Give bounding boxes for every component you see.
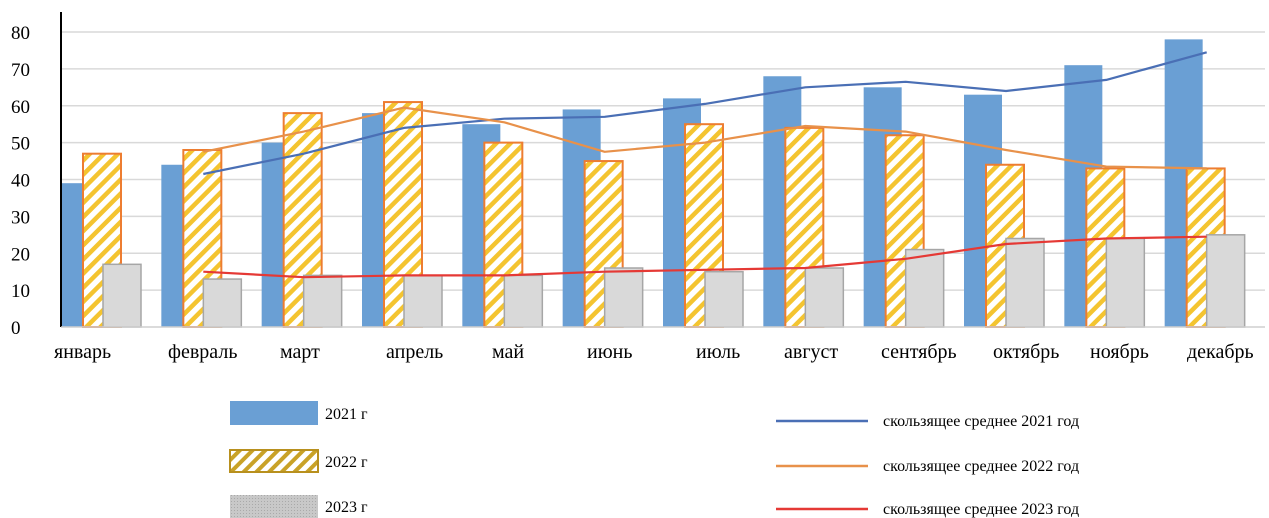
bar-2023 [904, 248, 945, 328]
y-tick-label: 30 [11, 207, 30, 228]
legend-label-2021: 2021 г [325, 406, 368, 423]
moving-average-line-2023 [203, 235, 1207, 279]
legend-label-ma-2022: скользящее среднее 2022 год [883, 458, 1079, 475]
legend-swatch-2022 [229, 449, 319, 473]
bar-2023 [503, 274, 544, 328]
y-tick-label: 80 [11, 23, 30, 44]
bar-2023 [1105, 237, 1146, 328]
bar-2023 [403, 274, 443, 328]
category-labels: январь февраль март апрель май июнь июль август… [54, 341, 1254, 363]
category-label: ноябрь [1090, 341, 1149, 363]
moving-average-lines [203, 51, 1207, 279]
bar-2023 [704, 270, 744, 328]
bar-2023 [804, 267, 845, 328]
bars [61, 39, 1246, 328]
category-label: апрель [386, 341, 443, 363]
category-label: октябрь [993, 341, 1059, 363]
bar-2023 [1205, 234, 1246, 328]
bar-2023 [1005, 237, 1045, 328]
legend-swatch-2021 [230, 401, 318, 425]
bar-2023 [302, 274, 343, 328]
legend-label-ma-2021: скользящее среднее 2021 год [883, 413, 1079, 430]
legend-label-2023: 2023 г [325, 499, 368, 516]
y-tick-label: 0 [11, 318, 21, 339]
legend-label-ma-2023: скользящее среднее 2023 год [883, 501, 1079, 518]
bar-2023 [603, 267, 644, 328]
y-tick-label: 60 [11, 97, 30, 118]
category-label: июнь [587, 341, 632, 363]
category-label: февраль [168, 341, 237, 363]
moving-average-line-2022 [203, 106, 1207, 170]
category-label: декабрь [1187, 341, 1254, 363]
category-label: сентябрь [881, 341, 957, 363]
y-tick-label: 70 [11, 60, 30, 81]
legend: 2021 г 2022 г 2023 г скользящее среднее 202… [229, 401, 1079, 518]
y-tick-label: 20 [11, 244, 30, 265]
moving-average-line-2021 [203, 51, 1207, 176]
y-tick-label: 40 [11, 171, 30, 192]
y-tick-label: 50 [11, 134, 30, 155]
legend-label-2022: 2022 г [325, 454, 368, 471]
category-label: март [280, 341, 320, 363]
y-tick-label: 10 [11, 281, 30, 302]
category-label: июль [696, 341, 740, 363]
legend-swatch-2023 [230, 495, 318, 518]
bar-2023 [202, 278, 243, 328]
category-label: январь [54, 341, 111, 363]
category-label: май [492, 341, 524, 363]
y-tick-labels: 0 10 20 30 40 50 60 70 80 [11, 23, 30, 339]
category-label: август [784, 341, 838, 363]
bar-2023 [102, 263, 142, 328]
axes [60, 12, 1265, 328]
